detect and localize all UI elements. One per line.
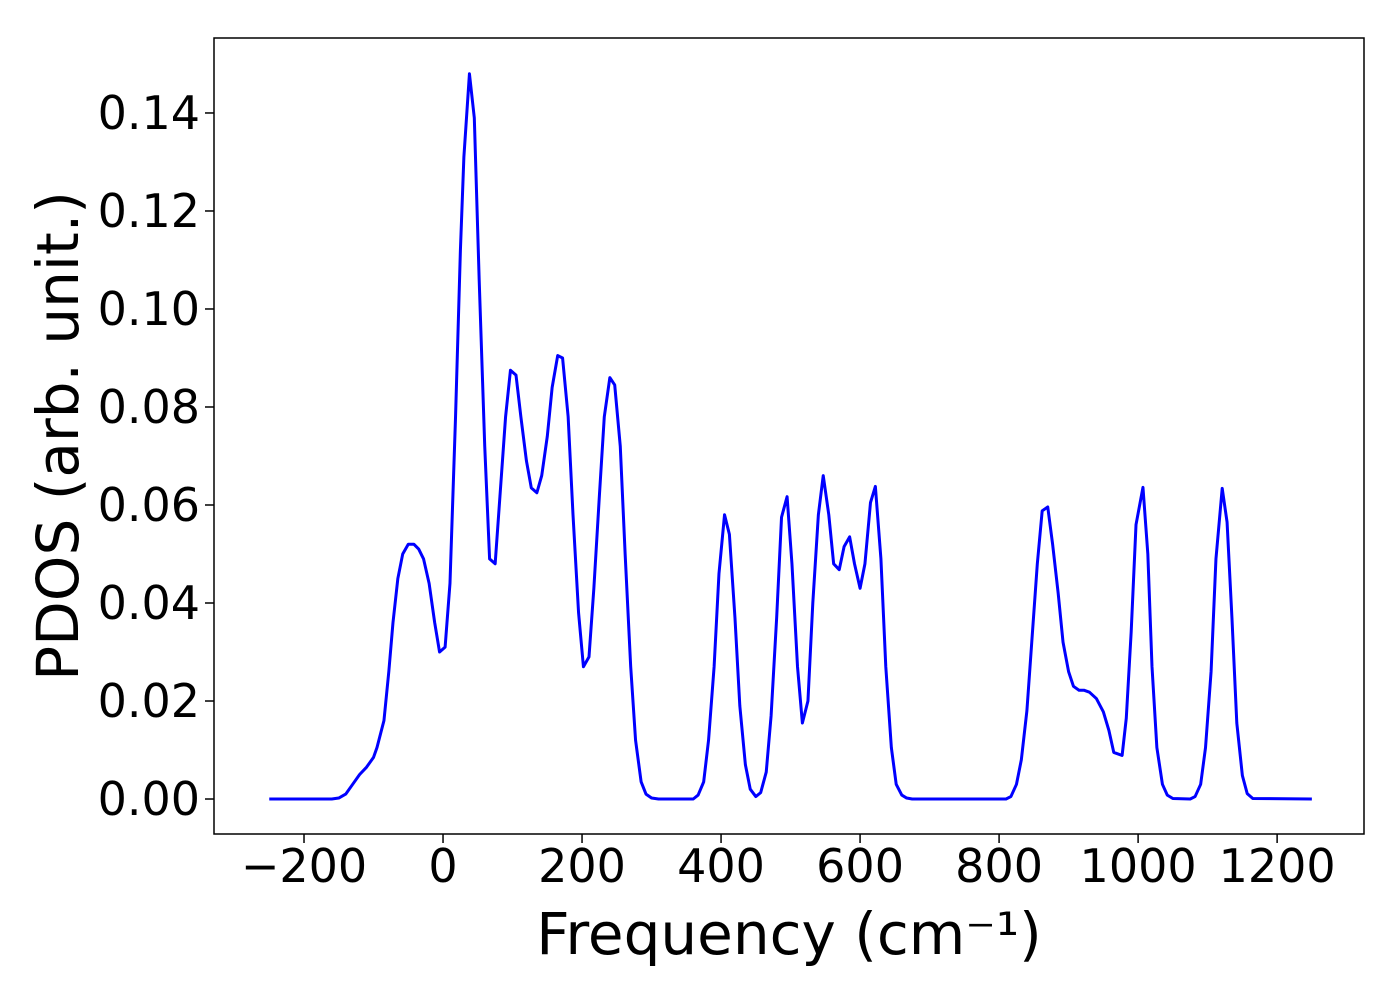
x-tick-label: 600 bbox=[816, 839, 904, 893]
y-tick-label: 0.12 bbox=[98, 184, 200, 238]
y-tick-label: 0.02 bbox=[98, 674, 200, 728]
y-tick-label: 0.10 bbox=[98, 282, 200, 336]
x-tick-label: −200 bbox=[241, 839, 367, 893]
x-tick-label: 800 bbox=[955, 839, 1043, 893]
x-tick-label: 200 bbox=[538, 839, 626, 893]
y-tick-label: 0.08 bbox=[98, 380, 200, 434]
plot-frame bbox=[213, 37, 1365, 835]
x-tick-label: 0 bbox=[428, 839, 457, 893]
x-tick-label: 400 bbox=[677, 839, 765, 893]
y-tick-label: 0.06 bbox=[98, 478, 200, 532]
x-axis-label: Frequency (cm⁻¹) bbox=[536, 900, 1042, 968]
x-tick-label: 1000 bbox=[1080, 839, 1197, 893]
line bbox=[269, 72, 1312, 801]
y-tick-label: 0.14 bbox=[98, 86, 200, 140]
y-tick-label: 0.00 bbox=[98, 772, 200, 826]
y-axis-label: PDOS (arb. unit.) bbox=[24, 191, 92, 681]
y-tick-label: 0.04 bbox=[98, 576, 200, 630]
x-tick-label: 1200 bbox=[1219, 839, 1336, 893]
